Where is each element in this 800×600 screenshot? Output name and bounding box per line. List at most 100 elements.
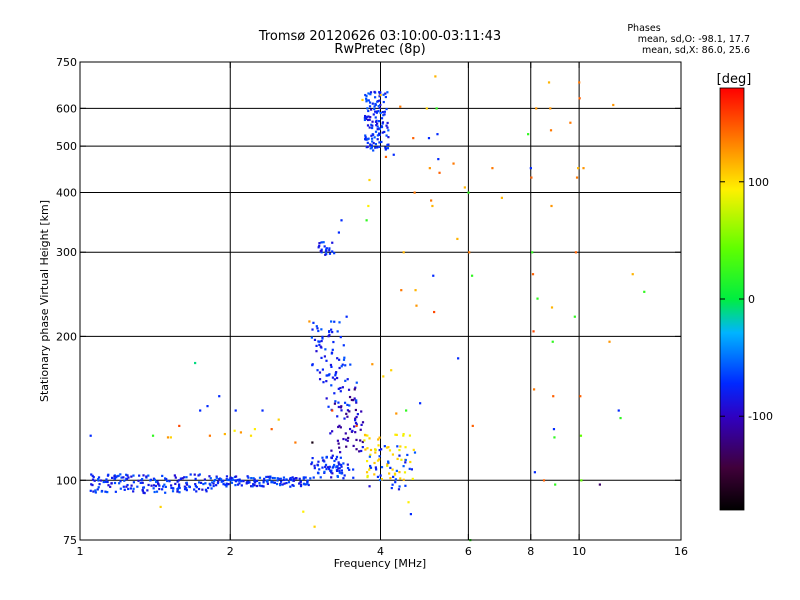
data-point — [339, 451, 342, 454]
data-point — [378, 133, 381, 136]
data-point — [374, 130, 378, 133]
data-point — [163, 483, 166, 486]
data-point — [329, 471, 333, 474]
data-point — [391, 468, 394, 471]
data-point — [358, 450, 361, 453]
data-point — [91, 474, 94, 477]
data-point — [364, 93, 367, 97]
data-point — [234, 409, 237, 412]
x-tick-label: 8 — [527, 545, 534, 558]
data-point — [340, 405, 343, 408]
data-point — [411, 477, 414, 480]
data-point — [380, 448, 383, 451]
data-point — [349, 363, 352, 366]
data-point — [292, 479, 296, 482]
data-point — [333, 402, 337, 405]
data-point — [336, 330, 339, 333]
data-point — [149, 479, 152, 482]
data-point — [396, 457, 399, 461]
data-point — [405, 409, 408, 412]
data-point — [113, 481, 117, 485]
data-point — [554, 483, 557, 486]
data-point — [643, 290, 646, 293]
data-point — [279, 483, 282, 487]
data-point — [321, 337, 324, 340]
data-point — [208, 475, 211, 478]
data-point — [333, 378, 336, 381]
data-point — [369, 453, 372, 456]
data-point — [373, 136, 376, 139]
data-point — [352, 444, 355, 448]
data-point — [97, 479, 100, 482]
data-point — [550, 306, 554, 309]
data-point — [350, 398, 353, 402]
data-point — [355, 424, 358, 428]
data-point — [331, 472, 334, 475]
data-point — [380, 478, 383, 481]
data-point — [320, 248, 323, 251]
data-point — [153, 490, 156, 494]
data-point — [369, 91, 373, 94]
data-point — [334, 374, 337, 377]
data-point — [204, 488, 208, 491]
data-point — [285, 481, 288, 485]
data-point — [434, 75, 437, 78]
data-point — [402, 478, 405, 481]
data-point — [161, 488, 164, 491]
data-point — [437, 158, 440, 161]
data-point — [360, 449, 363, 453]
data-point — [328, 249, 331, 252]
data-point — [374, 102, 377, 106]
data-point — [382, 93, 385, 96]
data-point — [327, 405, 330, 408]
data-point — [161, 474, 164, 478]
data-point — [323, 470, 326, 473]
data-point — [377, 444, 380, 447]
data-point — [201, 488, 204, 491]
data-point — [375, 119, 378, 122]
data-point — [311, 328, 314, 331]
data-point — [355, 415, 358, 419]
data-point — [208, 434, 212, 437]
data-point — [471, 424, 474, 428]
data-point — [402, 434, 405, 437]
data-point — [342, 462, 345, 465]
data-point — [258, 481, 261, 485]
data-point — [109, 485, 112, 488]
data-point — [552, 395, 555, 398]
data-point — [372, 141, 375, 145]
data-point — [340, 409, 343, 412]
data-point — [330, 384, 333, 387]
data-point — [247, 481, 250, 484]
data-point — [371, 363, 374, 366]
data-point — [348, 404, 351, 407]
data-point — [361, 98, 364, 102]
data-point — [383, 445, 386, 448]
data-point — [292, 477, 296, 480]
data-point — [328, 247, 331, 250]
data-point — [427, 137, 431, 140]
data-point — [491, 167, 494, 170]
data-point — [366, 138, 369, 141]
data-point — [240, 484, 243, 487]
data-point — [136, 485, 139, 488]
data-point — [617, 409, 620, 412]
data-point — [376, 475, 380, 478]
data-point — [304, 476, 307, 479]
data-point — [255, 479, 259, 483]
data-point — [385, 446, 389, 449]
data-point — [158, 487, 161, 491]
data-point — [368, 118, 371, 121]
y-tick-label: 200 — [56, 330, 77, 343]
data-point — [364, 114, 367, 118]
data-point — [378, 99, 381, 102]
data-point — [198, 473, 201, 476]
data-point — [328, 465, 331, 468]
data-point — [402, 251, 405, 254]
data-point — [404, 484, 407, 487]
data-point — [315, 325, 318, 328]
data-point — [337, 387, 340, 390]
data-point — [360, 410, 363, 413]
data-point — [318, 343, 321, 346]
data-point — [138, 474, 141, 477]
